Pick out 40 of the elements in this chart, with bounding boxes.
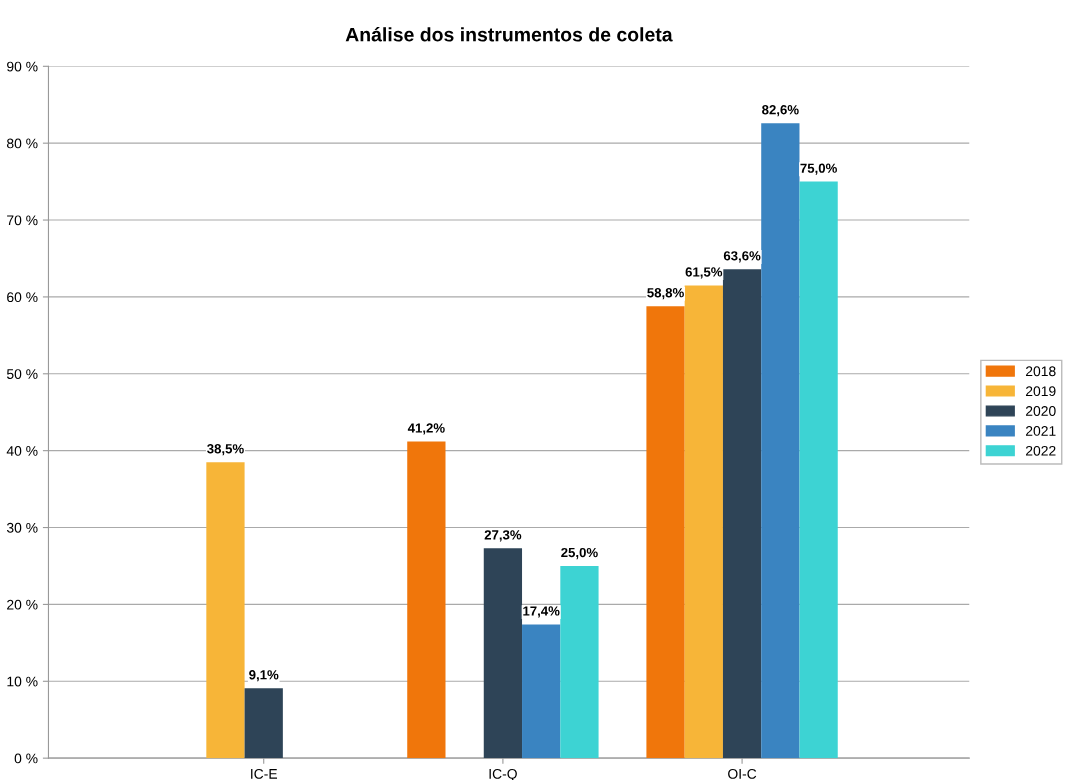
legend-label: 2019: [1025, 386, 1056, 397]
y-tick-label: 90 %: [7, 61, 38, 72]
bar: [761, 123, 800, 759]
data-label: 41,2%: [407, 423, 445, 435]
y-tick-label: 30 %: [6, 522, 38, 533]
legend-label: 2018: [1025, 366, 1056, 377]
data-label: 17,4%: [523, 606, 560, 618]
data-label: 63,6%: [723, 251, 761, 263]
legend-label: 2021: [1025, 426, 1056, 436]
bar: [799, 181, 838, 759]
chart-title: Análise dos instrumentos de coleta: [345, 27, 673, 42]
y-tick-label: 40 %: [6, 446, 38, 456]
y-tick-label: 20 %: [7, 599, 38, 610]
y-tick-label: 0 %: [14, 753, 38, 764]
data-label: 38,5%: [207, 444, 244, 456]
y-tick-label: 50 %: [6, 369, 38, 379]
y-tick-label: 10 %: [7, 676, 38, 687]
bar: [560, 565, 599, 759]
data-label: 61,5%: [685, 267, 723, 279]
x-tick-label: IC-E: [251, 768, 278, 779]
bar: [407, 441, 446, 759]
data-label: 82,6%: [762, 105, 799, 117]
bar: [522, 624, 561, 759]
y-tick-label: 80 %: [7, 138, 38, 149]
data-label: 9,1%: [249, 670, 279, 682]
data-label: 27,3%: [484, 530, 522, 542]
data-label: 75,0%: [800, 163, 837, 175]
data-label: 25,0%: [561, 547, 598, 560]
legend-label: 2020: [1025, 406, 1056, 416]
legend-label: 2022: [1025, 445, 1056, 456]
y-tick-label: 60 %: [7, 292, 38, 303]
bar: [483, 548, 523, 759]
data-label: 58,8%: [647, 288, 684, 300]
y-tick-label: 70 %: [7, 215, 38, 226]
bar: [244, 688, 283, 759]
bar: [646, 306, 685, 759]
bar: [684, 285, 723, 759]
x-tick-label: OI-C: [728, 768, 757, 779]
bar: [722, 269, 762, 759]
bar: [206, 462, 245, 759]
